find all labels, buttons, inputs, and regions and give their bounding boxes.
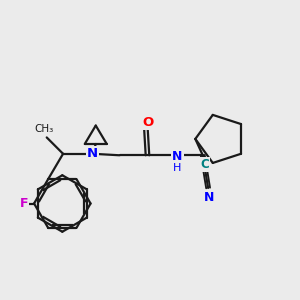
Text: F: F [20, 197, 28, 210]
Text: C: C [201, 158, 209, 171]
Text: N: N [203, 191, 214, 204]
Text: O: O [142, 116, 153, 129]
Text: N: N [172, 150, 183, 163]
Text: N: N [87, 147, 98, 160]
Text: H: H [173, 163, 182, 173]
Text: CH₃: CH₃ [35, 124, 54, 134]
